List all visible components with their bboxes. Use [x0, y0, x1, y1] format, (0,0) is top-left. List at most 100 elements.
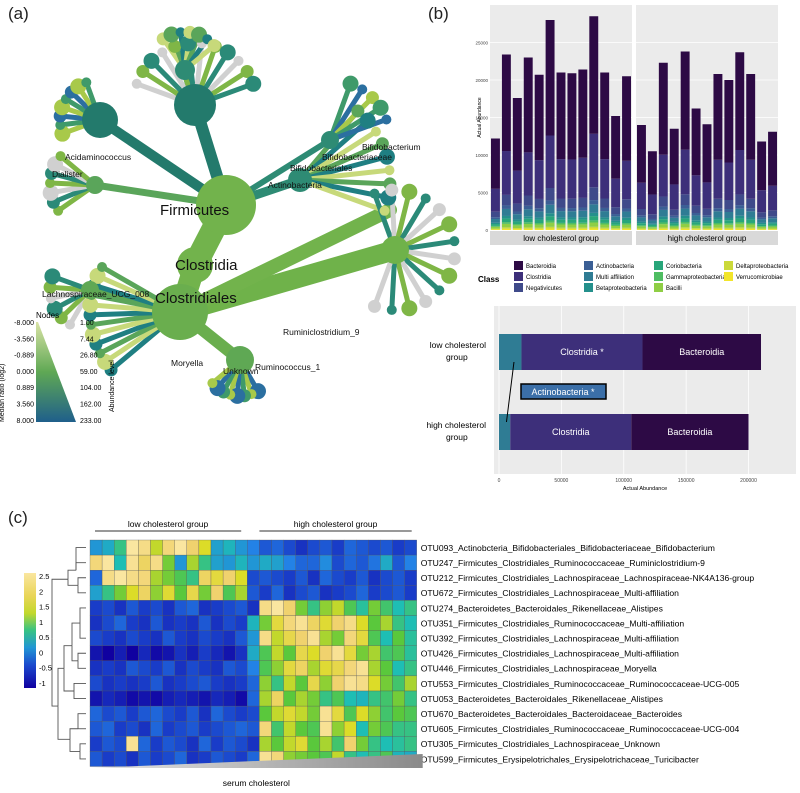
stacked-bar-segment [523, 209, 533, 217]
heatmap-row-label: OTU212_Firmicutes_Clostridiales_Lachnosp… [421, 573, 755, 583]
stacked-bar-segment [611, 228, 621, 230]
heatmap-cell [174, 736, 187, 752]
stacked-bar-segment [647, 151, 657, 195]
heatmap-cell [356, 690, 369, 707]
heatmap-cell [392, 705, 405, 722]
heatmap-cell [271, 570, 284, 586]
heatmap-cell [368, 645, 381, 661]
stacked-bar-segment [724, 162, 734, 200]
heatmap-cell [368, 660, 381, 677]
heatmap-cell [89, 585, 103, 601]
heatmap-cell [247, 645, 260, 661]
tree-node-label: Firmicutes [160, 202, 229, 219]
colorbar-tick: 1 [39, 618, 43, 627]
stacked-bar-segment [757, 217, 767, 220]
stacked-bar-segment [768, 229, 777, 230]
heatmap-cell [101, 736, 115, 752]
class-legend-swatch [584, 283, 593, 292]
heatmap-cell [331, 645, 345, 661]
heatmap-cell [150, 615, 163, 631]
stacked-bar-segment [702, 124, 712, 183]
heatmap-cell [89, 736, 103, 752]
heatmap-cell [331, 615, 345, 631]
stacked-bar-segment [669, 184, 679, 210]
heatmap-cell [356, 630, 369, 646]
heatmap-cell [380, 539, 393, 556]
heatmap-cell [283, 554, 296, 571]
class-legend-swatch [724, 272, 733, 281]
tree-node [378, 148, 395, 165]
heatmap-cell [210, 660, 224, 677]
class-legend-label: Multi affiliation [596, 275, 634, 281]
stacked-bar-segment [501, 228, 511, 230]
heatmap-cell [283, 615, 296, 631]
stacked-bar-segment [702, 215, 712, 218]
heatmap-cell [101, 705, 115, 722]
heatmap-cell [174, 721, 187, 737]
heatmap-cell [150, 645, 163, 661]
heatmap-cell [198, 630, 212, 646]
group-label: high cholesterol group [294, 519, 378, 529]
tree-node-label: Actinobacteria [268, 180, 322, 190]
class-legend-label: Gammaproteobacteria [666, 275, 726, 281]
panel-label-b: (b) [428, 4, 449, 23]
stacked-bar-segment [556, 211, 566, 218]
heatmap-cell [126, 675, 139, 692]
stacked-bar-segment [724, 80, 734, 163]
heatmap-cell [235, 600, 248, 616]
stacked-bar-segment [600, 211, 610, 218]
heatmap-cell [295, 539, 308, 556]
heatmap-cell [307, 615, 321, 631]
heatmap-cell [331, 690, 345, 707]
tree-legend-size-tick: 162.00 [80, 402, 102, 409]
heatmap-cell [101, 751, 115, 767]
tree-node [81, 77, 92, 88]
heatmap-cell [210, 690, 224, 707]
heatmap-cell [150, 751, 163, 767]
heatmap-cell [392, 645, 405, 661]
row-label: low cholesterol [430, 340, 486, 350]
heatmap-cell [404, 554, 417, 571]
tree-node [375, 137, 389, 151]
stacked-bar-segment [578, 219, 588, 223]
heatmap-cell [210, 585, 224, 601]
tree-node [207, 39, 221, 53]
heatmap-cell [307, 539, 321, 556]
stacked-bar-segment [757, 219, 767, 223]
stacked-bar-segment [702, 221, 712, 224]
heatmap-cell [380, 645, 393, 661]
heatmap-cell [319, 615, 333, 631]
stacked-bar-segment [691, 228, 701, 230]
class-legend-label: Verrucomicrobiae [736, 275, 783, 281]
heatmap-cell [368, 539, 381, 556]
heatmap-cell [307, 600, 321, 616]
heatmap-cell [404, 570, 417, 586]
heatmap-cell [174, 630, 187, 646]
heatmap-row-label: OTU274_Bacteroidetes_Bacteroidales_Riken… [421, 603, 663, 613]
heatmap-cell [186, 630, 200, 646]
tree-node [82, 296, 99, 313]
stacked-bar-segment [600, 207, 610, 212]
tree-node [84, 326, 101, 343]
stacked-bar-segment [724, 223, 734, 225]
heatmap-cell [307, 554, 321, 571]
heatmap-cell [162, 751, 175, 767]
stacked-bar-segment [611, 224, 621, 227]
heatmap-cell [259, 721, 272, 737]
stacked-bar-segment [713, 222, 723, 225]
dendrogram-branch [77, 652, 86, 661]
heatmap-cell [295, 570, 308, 586]
heatmap-cell [114, 736, 127, 752]
heatmap-cell [283, 645, 296, 661]
heatmap-cell [162, 736, 175, 752]
stacked-bar-segment [669, 223, 679, 226]
heatmap-cell [162, 570, 175, 586]
heatmap-cell [271, 615, 284, 631]
stacked-bar-segment [658, 154, 668, 197]
tree-edge [327, 116, 389, 143]
stacked-bar-segment [534, 223, 544, 225]
stacked-bar-segment [680, 194, 690, 206]
tree-node [245, 75, 262, 92]
tree-node [386, 304, 397, 315]
stacked-bar-segment [669, 217, 679, 222]
